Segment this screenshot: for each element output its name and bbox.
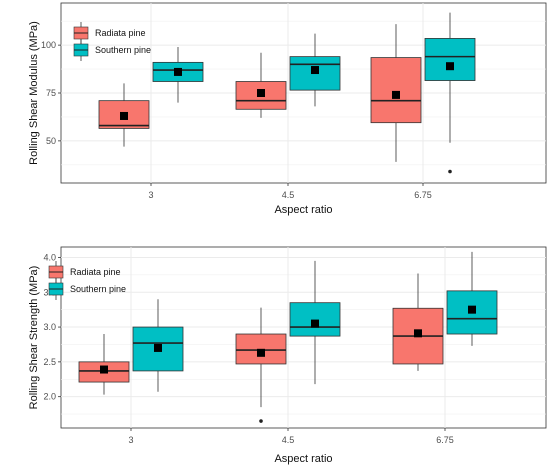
box-radiata-pine-3 [78, 334, 130, 395]
x-axis-title: Aspect ratio [274, 453, 332, 465]
box-body [289, 302, 341, 337]
y-tick-label: 3.0 [43, 322, 56, 332]
x-tick-label: 3 [128, 435, 133, 445]
y-tick-label: 50 [46, 136, 56, 146]
box-radiata-pine-6.75 [370, 24, 422, 162]
box-southern-pine-4.5 [289, 260, 341, 385]
y-tick-label: 75 [46, 88, 56, 98]
x-tick-label: 6.75 [436, 435, 454, 445]
legend: Radiata pine Southern pine [48, 261, 126, 300]
x-tick-label: 4.5 [282, 190, 295, 200]
legend-label: Southern pine [95, 45, 151, 55]
legend-label: Southern pine [70, 284, 126, 294]
mean-marker [414, 329, 422, 338]
mean-marker [311, 66, 319, 75]
mean-marker [311, 319, 319, 328]
mean-marker [468, 305, 476, 314]
box-southern-pine-4.5 [289, 33, 341, 107]
box-body [424, 38, 476, 81]
y-axis-title: Rolling Shear Modulus (MPa) [28, 21, 40, 165]
y-axis-title: Rolling Shear Strength (MPa) [28, 266, 40, 410]
mean-marker [257, 348, 265, 357]
mean-marker [100, 365, 108, 374]
y-tick-label: 2.0 [43, 392, 56, 402]
mean-marker [392, 90, 400, 99]
legend-label: Radiata pine [70, 267, 121, 277]
box-southern-pine-6.75 [446, 251, 498, 346]
mean-marker [120, 111, 128, 120]
y-tick-label: 4.0 [43, 252, 56, 262]
box-radiata-pine-4.5 [235, 52, 287, 118]
box-southern-pine-3 [132, 299, 184, 392]
mean-marker [446, 62, 454, 71]
legend-label: Radiata pine [95, 28, 146, 38]
box-body [370, 57, 422, 124]
y-tick-label: 2.5 [43, 357, 56, 367]
box-southern-pine-3 [152, 47, 204, 103]
x-tick-label: 4.5 [282, 435, 295, 445]
mean-marker [257, 89, 265, 97]
x-axis-title: Aspect ratio [274, 204, 332, 216]
outlier-point [259, 419, 263, 423]
box-radiata-pine-6.75 [392, 273, 444, 371]
chart-panel-1: 50 75 100 3 4.5 6.75 Aspect ratio Rolling Shear… [28, 2, 547, 216]
legend: Radiata pine Southern pine [73, 22, 151, 61]
x-tick-label: 3 [148, 190, 153, 200]
mean-marker [154, 343, 162, 352]
mean-marker [174, 67, 182, 76]
box-radiata-pine-4.5 [235, 307, 287, 423]
box-southern-pine-6.75 [424, 12, 476, 174]
y-tick-label: 100 [41, 40, 56, 50]
outlier-point [448, 169, 452, 174]
box-radiata-pine-3 [98, 83, 150, 147]
x-tick-label: 6.75 [414, 190, 432, 200]
